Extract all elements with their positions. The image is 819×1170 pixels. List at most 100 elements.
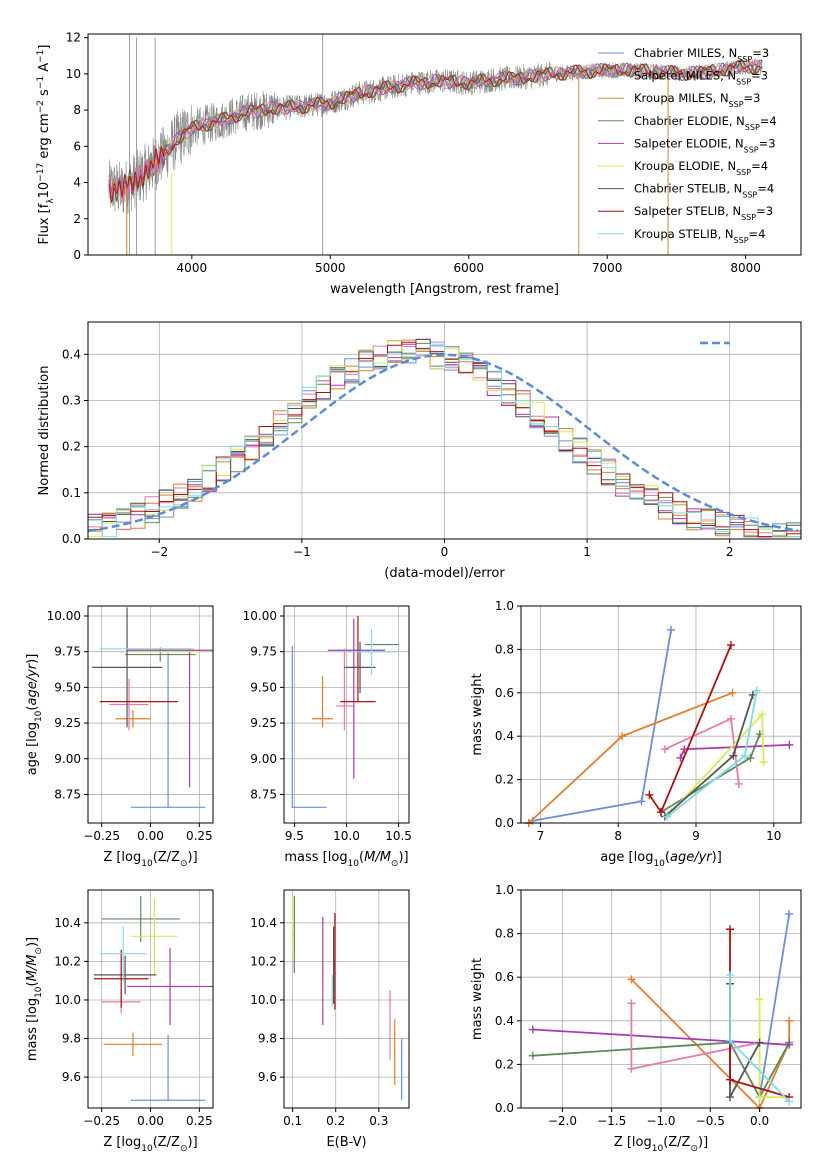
weight-marker-8 [726,971,735,980]
y-tick-label: 12 [66,31,81,45]
label-part: )] [188,1135,198,1150]
weight-marker-1 [627,975,636,984]
data-point-7 [137,700,140,703]
x-tick-label: 10.5 [385,829,412,843]
mass_vs_Z-plot-area [93,895,213,1102]
label-part: ⊙ [690,1144,698,1154]
y-tick-label: 10.0 [54,993,81,1007]
weight-marker-8 [657,808,665,817]
residuals-panel: −2 −1 0 1 2 0.0 0.1 0.2 0.3 0.4 (data-model)/error… [37,321,802,581]
legend-label-8: Kroupa STELIB, NSSP=4 [634,227,765,245]
weight-marker-8 [727,641,735,650]
label-part: )] [25,937,40,947]
legend-text: =3 [752,46,769,60]
legend-subscript: SSP [736,77,751,86]
legend-text: =4 [760,114,777,128]
label-part: age [log [600,850,653,865]
legend-text: Chabrier MILES, N [634,46,737,60]
spectrum-plot-area [108,34,763,255]
x-tick-label: 0.25 [186,829,213,843]
data-point-6 [124,974,126,976]
y-axis-label: mass weight [470,958,485,1040]
weight-series-1 [630,978,791,1110]
y-tick-label: 9.25 [250,716,277,730]
y-tick-label: 8.75 [54,787,81,801]
legend-subscript: SSP [734,235,749,244]
data-point-8 [331,989,334,992]
y-tick-label: 0.8 [495,927,514,941]
y-tick-label: 9.50 [54,680,81,694]
label-part: Flux [f [37,203,52,244]
x-tick-label: 8000 [730,261,761,275]
data-point-1 [132,1043,134,1046]
label-part: (Z/Z [663,1135,690,1150]
label-part: ( [25,706,40,711]
y-tick-label: 0.1 [62,486,81,500]
weight-marker-2 [528,1051,537,1060]
label-part: 10 [141,1144,153,1154]
x-tick-label: −0.25 [83,829,120,843]
y-tick-label: 9.00 [54,752,81,766]
label-part: −1 [36,50,46,63]
x-axis-label: Z [log10(Z/Z⊙)] [103,1135,197,1154]
data-point-5 [167,650,169,653]
data-point-7 [120,977,123,980]
x-tick-label: 5000 [315,261,346,275]
data-point-0 [167,806,169,809]
y-tick-label: 0.6 [495,686,514,700]
weight-marker-0 [637,797,646,806]
legend-text: =3 [759,136,776,150]
legend-text: Kroupa ELODIE, N [634,159,736,173]
y-axis-label: Flux [fλ10−17 erg cm−2 s−1 A−1] [36,45,56,245]
legend-label-6: Chabrier STELIB, NSSP=4 [634,182,774,200]
label-part: s [37,89,52,100]
weight-marker-3 [528,1025,537,1034]
label-part: 10 [34,986,44,998]
label-part: 10 [37,182,52,199]
legend-text: Salpeter MILES, N [634,69,736,83]
weight-marker-6 [726,1093,735,1102]
weight-marker-5 [660,745,669,754]
data-point-2 [139,918,142,920]
axes-frame [283,889,410,1109]
label-part: )] [398,850,408,865]
x-tick-label: 9.5 [285,829,304,843]
weight-marker-3 [746,753,755,762]
weight-series-3 [660,733,761,813]
mass_vs_Z-panel: −0.25 0.00 0.259.69.810.010.210.4Z [log10(… [25,889,214,1154]
legend-text: =3 [751,69,768,83]
x-tick-label: 0.0 [750,1114,769,1128]
y-tick-label: 0.0 [495,1101,514,1115]
x-tick-label: 0.3 [369,1114,388,1128]
label-part: Z [log [614,1135,652,1150]
label-part: 10 [653,859,665,869]
legend-text: =4 [751,159,768,173]
y-tick-label: 0.4 [495,729,514,743]
x-axis-label: (data-model)/error [384,566,505,581]
model-spectrum-line [108,60,763,204]
label-part: ⊙ [34,947,44,955]
data-point-3 [188,649,191,652]
weight-series-9 [666,690,758,818]
y-tick-label: 0.0 [62,532,81,546]
label-part: −17 [36,163,46,182]
label-part: M/M [25,955,40,982]
weight-marker-7 [726,1075,735,1084]
label-part: λ [46,198,56,204]
x-tick-label: 0 [441,545,449,559]
x-axis-label: Z [log10(Z/Z⊙)] [103,850,197,869]
label-part: ⊙ [391,859,399,869]
weight-marker-7 [726,925,735,934]
y-tick-label: 9.25 [54,716,81,730]
weight-marker-2 [728,688,737,697]
x-tick-label: 4000 [177,261,208,275]
weight-marker-6 [758,710,767,719]
x-tick-label: 8 [614,829,622,843]
x-axis-label: wavelength [Angstrom, rest frame] [330,282,559,297]
weight-marker-9 [741,751,749,760]
weight-marker-9 [752,686,761,695]
x-tick-label: 7000 [592,261,623,275]
weight-series-8 [648,644,732,814]
data-point-5 [153,935,156,938]
